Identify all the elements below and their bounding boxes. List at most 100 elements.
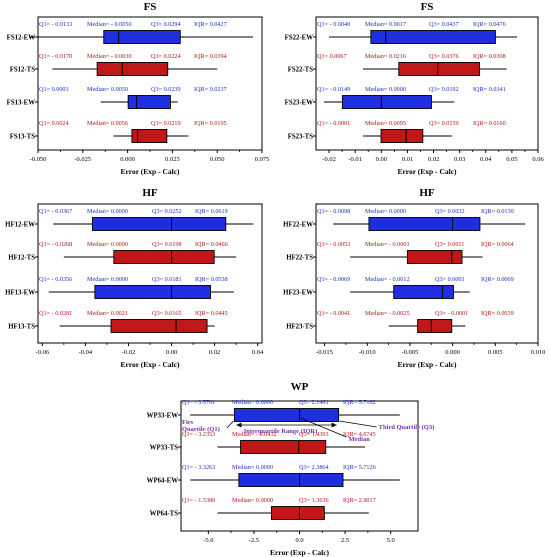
x-tick-label: 0.05 [506, 156, 517, 163]
stat-label: IQR= 5.7126 [343, 464, 376, 471]
iqr-box [113, 250, 215, 264]
stat-label: Q3= 0.0011 [435, 241, 464, 248]
row-label: HF22-TS [286, 255, 313, 262]
x-tick-label: 0.03 [454, 156, 465, 163]
row-label: WP64-TS [150, 511, 179, 518]
x-axis-label: Error (Exp - Calc) [120, 360, 180, 369]
x-tick-label: -5.0 [203, 537, 213, 544]
stat-label: Q3= 0.0224 [151, 53, 181, 60]
x-tick-label: 0.04 [252, 349, 264, 356]
stat-label: IQR= 0.0619 [195, 208, 228, 215]
box-row-hf22-ts: HF22-TS Q1= - 0.0053 Median= - 0.0001 Q3= 0… [286, 241, 514, 264]
x-axis-label: Error (Exp - Calc) [120, 167, 180, 176]
box-row-hf23-ew: HF23-EW Q1= - 0.0069 Median= - 0.0012 Q3= 0… [283, 276, 514, 299]
stat-label: Median= 0.0056 [87, 120, 128, 127]
row-label: FS23-EW [285, 100, 314, 107]
annotation-median-arrow [300, 417, 347, 438]
row-label: WP33-EW [147, 413, 179, 420]
row-label: HF12-TS [8, 255, 35, 262]
x-tick-label: 0.050 [210, 156, 225, 163]
stat-label: Q1= - 3.5701 [182, 399, 215, 406]
x-tick-label: 0.025 [165, 156, 180, 163]
stat-label: Q1= - 0.0041 [317, 310, 350, 317]
annotation-q3-arrow [339, 420, 377, 428]
annotation-iqr: Interquartile Range (IQR) [244, 428, 318, 435]
iqr-box [127, 95, 171, 109]
row-label: HF22-EW [283, 222, 313, 229]
iqr-box [103, 30, 181, 44]
x-tick-label: -0.015 [316, 349, 333, 356]
row-label: FS13-TS [10, 134, 36, 141]
chart-panel-5: WP -5.0 -2.5 0.0 2.5 5.0 Error (Exp - Calc) WP3… [147, 381, 435, 557]
x-axis-label: Error (Exp - Calc) [397, 360, 457, 369]
row-label: HF23-TS [286, 324, 313, 331]
box-row-hf12-ts: HF12-TS Q1= - 0.0268 Median= 0.0000 Q3= 0.0… [8, 241, 237, 264]
stat-label: Q1= - 3.2353 [182, 431, 215, 438]
stat-label: IQR= 0.0538 [195, 276, 228, 283]
stat-label: Median= - 0.0050 [87, 21, 132, 28]
stat-label: IQR= 0.0445 [195, 310, 228, 317]
stat-label: IQR= 0.0308 [473, 53, 506, 60]
iqr-box [380, 129, 424, 143]
stat-label: IQR= 0.0466 [195, 241, 228, 248]
x-tick-label: -0.06 [36, 349, 50, 356]
stat-label: Q3= 0.0198 [152, 241, 182, 248]
x-axis-label: Error (Exp - Calc) [397, 167, 457, 176]
row-label: WP64-EW [147, 478, 179, 485]
row-label: FS22-EW [285, 35, 314, 42]
stat-label: Median= - 0.0012 [365, 276, 410, 283]
plot-frame [315, 203, 539, 344]
stat-label: Q3= - 0.0001 [435, 310, 468, 317]
x-tick-label: 0.04 [480, 156, 492, 163]
chart-panel-1: FS -0.050 -0.025 0.000 0.025 0.050 0.075 Error … [7, 1, 270, 176]
x-tick-label: 0.06 [532, 156, 544, 163]
stat-label: Q3= 0.0181 [152, 276, 182, 283]
stat-label: Q1= - 0.0367 [39, 208, 72, 215]
iqr-box [398, 62, 480, 76]
stat-label: Q1= - 0.0149 [317, 86, 350, 93]
stat-label: Median= 0.0000 [87, 276, 128, 283]
stat-label: Q3= 1.4393 [299, 431, 329, 438]
stat-label: IQR= 5.7162 [343, 399, 376, 406]
x-tick-label: -0.005 [402, 349, 419, 356]
stat-label: Q3= 1.3636 [299, 497, 329, 504]
chart-title: WP [291, 381, 309, 393]
stat-label: IQR= 0.0237 [194, 86, 227, 93]
iqr-box [110, 319, 208, 333]
stat-label: Median= - 0.0030 [87, 53, 132, 60]
stat-label: Median= 0.0000 [365, 208, 406, 215]
stat-label: Q3= 0.0219 [151, 120, 181, 127]
stat-label: Median= 0.0095 [365, 120, 406, 127]
row-label: HF23-EW [283, 290, 313, 297]
x-tick-label: 0.010 [531, 349, 546, 356]
stat-label: IQR= 4.6745 [343, 431, 376, 438]
chart-title: FS [421, 1, 434, 13]
chart-panel-4: HF -0.015 -0.010 -0.005 0.000 0.005 0.010 Error… [283, 187, 545, 369]
x-tick-label: -0.04 [79, 349, 93, 356]
stat-label: Median= 0.0000 [232, 464, 273, 471]
stat-label: Q3= 0.0159 [429, 120, 459, 127]
annotation-q1-line2: Quartile (Q1) [182, 426, 220, 433]
stat-label: Q1= 0.0024 [39, 120, 69, 127]
stat-label: Q3= 0.0001 [435, 276, 465, 283]
x-tick-label: -2.5 [249, 537, 259, 544]
stat-label: IQR= 0.0039 [481, 310, 514, 317]
row-label: FS23-TS [288, 134, 314, 141]
iqr-arrow-head-right [331, 422, 337, 428]
stat-label: Median= 0.0000 [87, 241, 128, 248]
stat-label: Q1= - 0.0133 [39, 21, 72, 28]
stat-label: Q3= 0.0437 [429, 21, 459, 28]
x-tick-label: -0.010 [359, 349, 376, 356]
iqr-box [406, 250, 463, 264]
x-tick-label: 0.00 [166, 349, 177, 356]
stat-label: Median= - 0.0001 [365, 241, 410, 248]
x-tick-label: 0.02 [209, 349, 220, 356]
stat-label: Q3= 2.1461 [299, 399, 329, 406]
iqr-box [370, 30, 496, 44]
stat-label: IQR= 0.0069 [481, 276, 514, 283]
chart-title: HF [419, 187, 435, 199]
